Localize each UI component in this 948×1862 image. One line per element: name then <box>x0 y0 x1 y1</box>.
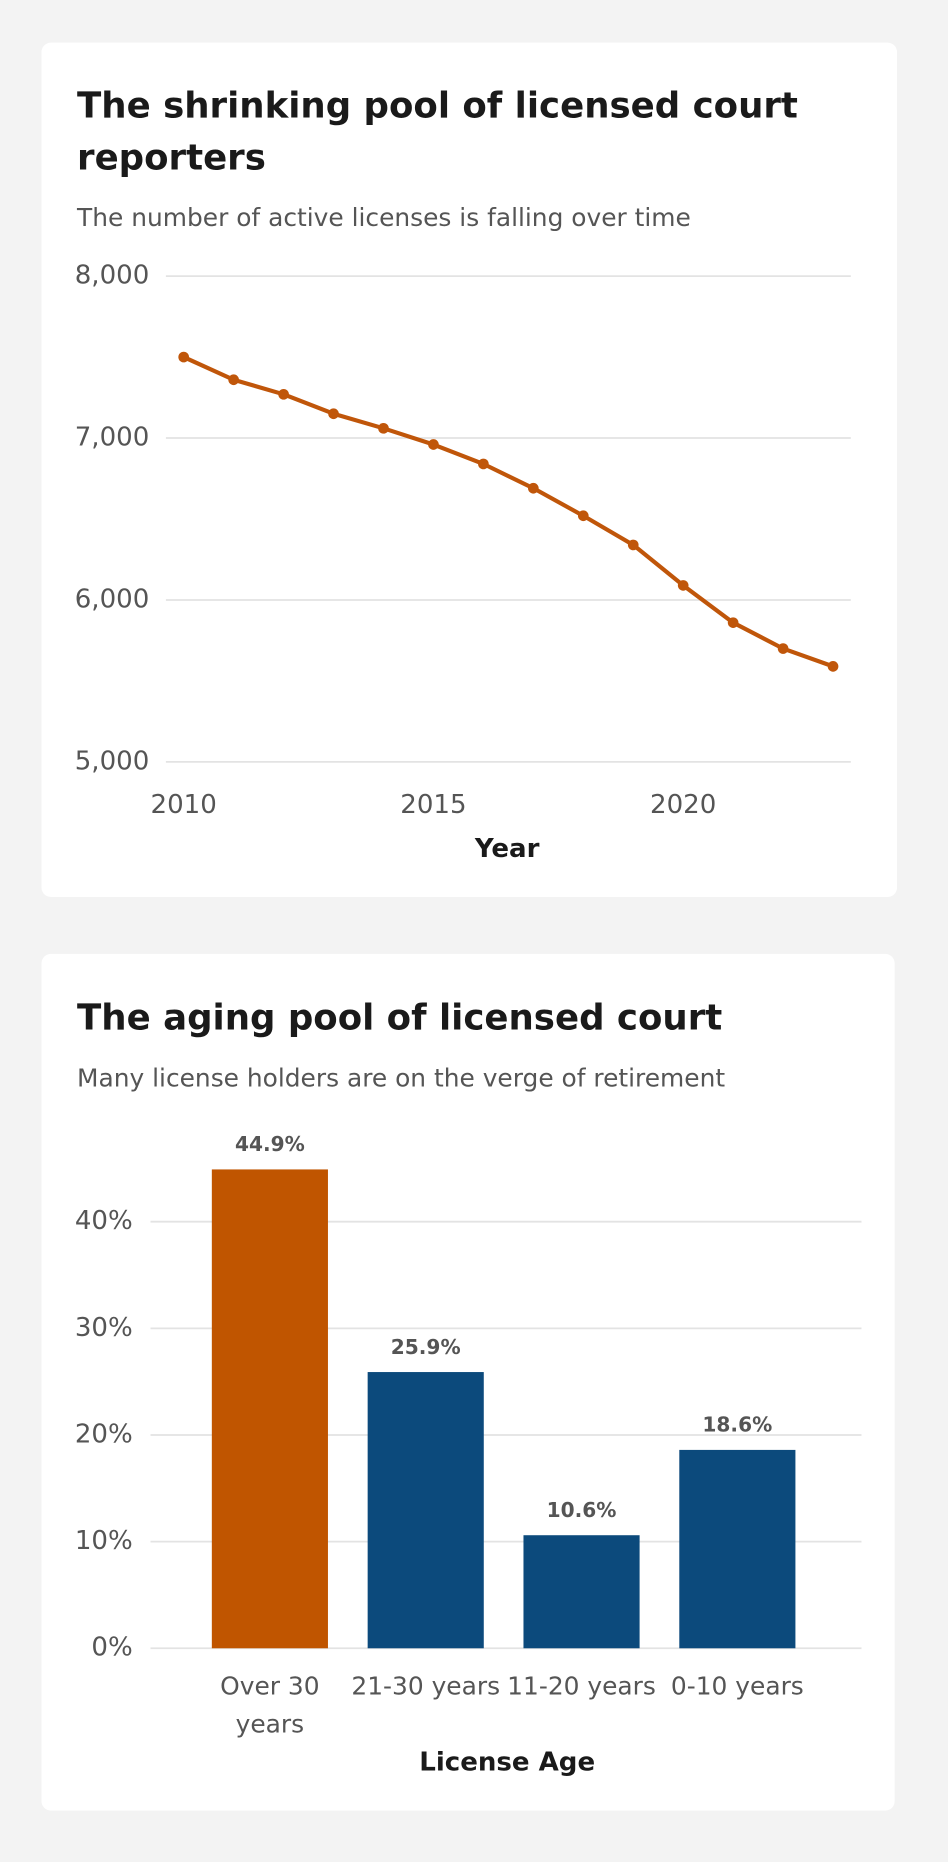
x-tick-box: Over 30 years <box>220 1671 320 1739</box>
y-tick-label: 7,000 <box>75 423 150 453</box>
point <box>428 439 439 450</box>
y-tick-label: 40% <box>75 1206 133 1236</box>
bar <box>523 1535 640 1649</box>
chart-subtitle: The number of active licenses is falling… <box>76 203 691 232</box>
point <box>278 388 289 400</box>
value-label: 10.6% <box>547 1498 617 1522</box>
point <box>677 580 689 591</box>
point <box>627 539 639 551</box>
value-label: 18.6% <box>702 1413 772 1437</box>
chart-title: The shrinking pool of licensed court rep… <box>77 85 798 179</box>
title-box: The aging pool of licensed court reporte… <box>77 997 723 1040</box>
bar <box>211 1169 328 1649</box>
bar <box>367 1372 484 1649</box>
x-tick-label: Over 30 years <box>220 1671 320 1739</box>
bar <box>679 1449 796 1649</box>
y-tick-label: 5,000 <box>75 746 150 776</box>
x-tick-box: 21-30 years <box>351 1671 501 1701</box>
point <box>228 374 239 386</box>
point <box>777 643 789 654</box>
x-tick-label: 2010 <box>151 790 217 820</box>
x-tick-label: 2015 <box>400 790 466 820</box>
point <box>478 458 489 470</box>
x-tick-label: 0-10 years <box>670 1671 804 1701</box>
x-tick-box: 11-20 years <box>507 1671 656 1701</box>
point <box>727 617 739 628</box>
x-tick-label: 21-30 years <box>351 1671 501 1701</box>
y-tick-label: 10% <box>75 1526 133 1556</box>
chart-subtitle: Many license holders are on the verge of… <box>77 1063 725 1092</box>
y-tick-label: 8,000 <box>75 261 150 291</box>
chart-title: The aging pool of licensed court reporte… <box>77 997 723 1040</box>
x-axis-label: License Age <box>419 1748 595 1778</box>
y-tick-label: 6,000 <box>75 584 150 614</box>
x-tick-box: 0-10 years <box>670 1671 804 1701</box>
point <box>378 422 389 434</box>
card <box>41 42 898 898</box>
point <box>178 351 190 363</box>
line <box>182 355 834 669</box>
x-axis-label: Year <box>474 834 540 864</box>
value-label: 44.9% <box>235 1132 305 1156</box>
point <box>328 408 339 420</box>
y-tick-label: 20% <box>75 1419 133 1449</box>
point <box>528 482 539 494</box>
x-tick-label: 2020 <box>650 790 716 820</box>
y-tick-label: 0% <box>91 1633 132 1663</box>
value-label: 25.9% <box>391 1335 461 1359</box>
x-tick-label: 11-20 years <box>507 1671 656 1701</box>
point <box>577 510 589 522</box>
point <box>827 661 839 672</box>
title-box: The shrinking pool of licensed court rep… <box>77 85 798 179</box>
y-tick-label: 30% <box>75 1313 133 1343</box>
